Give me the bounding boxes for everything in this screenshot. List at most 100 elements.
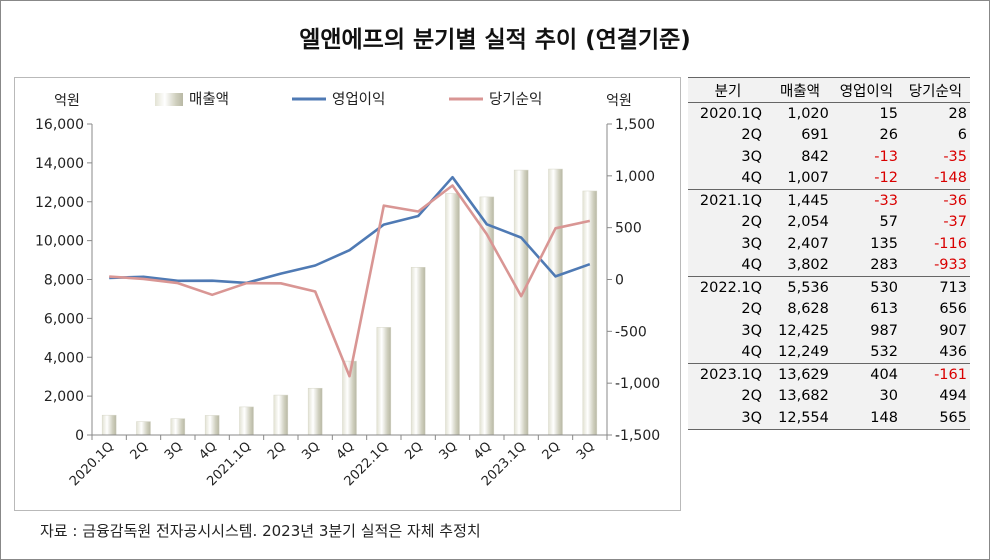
- bar-sales: [548, 168, 563, 436]
- left-tick-label: 6,000: [44, 311, 84, 327]
- bar-sales: [307, 387, 323, 436]
- table-cell: 3Q: [741, 322, 763, 339]
- table-cell: 3Q: [741, 148, 763, 165]
- table-cell: 283: [870, 257, 898, 274]
- table-cell: 4Q: [741, 170, 763, 187]
- table-cell: -36: [900, 189, 970, 212]
- table-cell: 2,054: [787, 214, 829, 231]
- bar-sales: [239, 406, 254, 436]
- table-row: 2Q 13,682 30 494: [688, 386, 970, 408]
- data-table: 분기 매출액 영업이익 당기순익 2020.1Q 1,020 15 28 2Q 691 26 6 3Q…: [688, 77, 970, 430]
- bar-sales: [445, 193, 460, 436]
- legend-label: 영업이익: [332, 91, 385, 108]
- table-cell: 987: [870, 322, 898, 339]
- table-cell: 2Q: [741, 301, 763, 318]
- x-tick-label: 4Q: [196, 439, 220, 463]
- table-row: 2022.1Q 5,536 530 713: [688, 276, 970, 299]
- table-cell: 656: [939, 301, 967, 318]
- table-row: 4Q 3,802 283 -933: [688, 255, 970, 277]
- table-cell: -933: [934, 257, 967, 274]
- table-cell: 1,007: [787, 170, 829, 187]
- x-tick-label: 4Q: [334, 439, 358, 463]
- table-cell: 2Q: [741, 214, 763, 231]
- table-cell: 2022.1Q: [688, 276, 769, 299]
- table-cell: 57: [879, 214, 898, 231]
- table-row: 3Q 12,425 987 907: [688, 320, 970, 342]
- table-cell: -37: [943, 214, 967, 231]
- bar-sales: [273, 394, 289, 436]
- table-cell: -148: [934, 170, 967, 187]
- bar-sales: [204, 415, 220, 436]
- table-cell: 3,802: [787, 257, 829, 274]
- table-cell: -35: [943, 148, 967, 165]
- right-tick-label: 0: [615, 273, 624, 289]
- table-cell: 135: [870, 235, 898, 252]
- left-tick-label: 4,000: [44, 350, 84, 366]
- line-net-income: [109, 184, 591, 378]
- x-tick-label: 2Q: [540, 439, 564, 463]
- right-tick-label: 1,500: [615, 117, 655, 133]
- table-cell: 842: [801, 148, 829, 165]
- table-cell: 13,682: [778, 388, 829, 405]
- table-row: 2020.1Q 1,020 15 28: [688, 103, 970, 125]
- table-cell: 436: [939, 344, 967, 361]
- left-tick-label: 12,000: [35, 195, 84, 211]
- table-row: 3Q 2,407 135 -116: [688, 233, 970, 255]
- x-tick-label: 3Q: [299, 439, 323, 463]
- legend-label: 당기순익: [489, 91, 542, 108]
- x-tick-label: 2Q: [402, 439, 426, 463]
- right-tick-label: -1,000: [615, 376, 660, 392]
- table-cell: -12: [874, 170, 898, 187]
- source-note: 자료 : 금융감독원 전자공시시스템. 2023년 3분기 실적은 자체 추정치: [40, 522, 481, 540]
- table-header-cell: 당기순익: [900, 78, 970, 103]
- left-tick-label: 8,000: [44, 273, 84, 289]
- table-row: 2Q 2,054 57 -37: [688, 212, 970, 234]
- left-tick-label: 0: [75, 428, 84, 444]
- table-cell: 8,628: [787, 301, 829, 318]
- table-header-row: 분기 매출액 영업이익 당기순익: [688, 78, 970, 103]
- table-cell: 5,536: [768, 276, 832, 299]
- legend-label: 매출액: [189, 91, 229, 108]
- chart-container: 0 2,000 4,000 6,000 8,000 10,000 12,000 14,000 1…: [14, 77, 681, 511]
- table-row: 2021.1Q 1,445 -33 -36: [688, 189, 970, 212]
- table-cell: 12,425: [778, 322, 829, 339]
- bar-sales: [170, 418, 186, 436]
- table-cell: 4Q: [741, 257, 763, 274]
- table-cell: 2020.1Q: [699, 105, 763, 122]
- x-tick-label: 2Q: [128, 439, 152, 463]
- table-cell: 613: [870, 301, 898, 318]
- table-cell: -161: [900, 363, 970, 386]
- x-tick-label: 3Q: [437, 439, 461, 463]
- table-cell: 2Q: [741, 127, 763, 144]
- left-tick-label: 14,000: [35, 156, 84, 172]
- bar-sales: [136, 421, 151, 436]
- table-cell: 30: [879, 388, 898, 405]
- table-cell: 3Q: [741, 235, 763, 252]
- table-cell: 713: [900, 276, 970, 299]
- left-tick-label: 10,000: [35, 234, 84, 250]
- table-cell: 12,554: [778, 409, 829, 426]
- table-header-cell: 영업이익: [831, 78, 901, 103]
- table-cell: 565: [939, 409, 967, 426]
- bar-sales: [513, 169, 529, 436]
- table-row: 2023.1Q 13,629 404 -161: [688, 363, 970, 386]
- table-row: 4Q 12,249 532 436: [688, 342, 970, 364]
- table-cell: 12,249: [778, 344, 829, 361]
- legend-swatch-sales: [155, 93, 183, 106]
- table-cell: 494: [939, 388, 967, 405]
- table-cell: 13,629: [768, 363, 832, 386]
- right-tick-label: 1,000: [615, 169, 655, 185]
- left-axis-unit: 억원: [54, 93, 80, 109]
- table-cell: 26: [879, 127, 898, 144]
- table-row: 4Q 1,007 -12 -148: [688, 168, 970, 190]
- table-cell: 2021.1Q: [688, 189, 769, 212]
- table-cell: -13: [874, 148, 898, 165]
- right-axis-unit: 억원: [606, 93, 632, 109]
- table-row: 3Q 12,554 148 565: [688, 407, 970, 429]
- table-cell: -33: [831, 189, 901, 212]
- table-cell: 4Q: [741, 344, 763, 361]
- table-cell: 2023.1Q: [688, 363, 769, 386]
- right-tick-label: -500: [615, 324, 647, 340]
- bar-sales: [101, 414, 117, 436]
- combo-chart: 0 2,000 4,000 6,000 8,000 10,000 12,000 14,000 1…: [35, 91, 660, 489]
